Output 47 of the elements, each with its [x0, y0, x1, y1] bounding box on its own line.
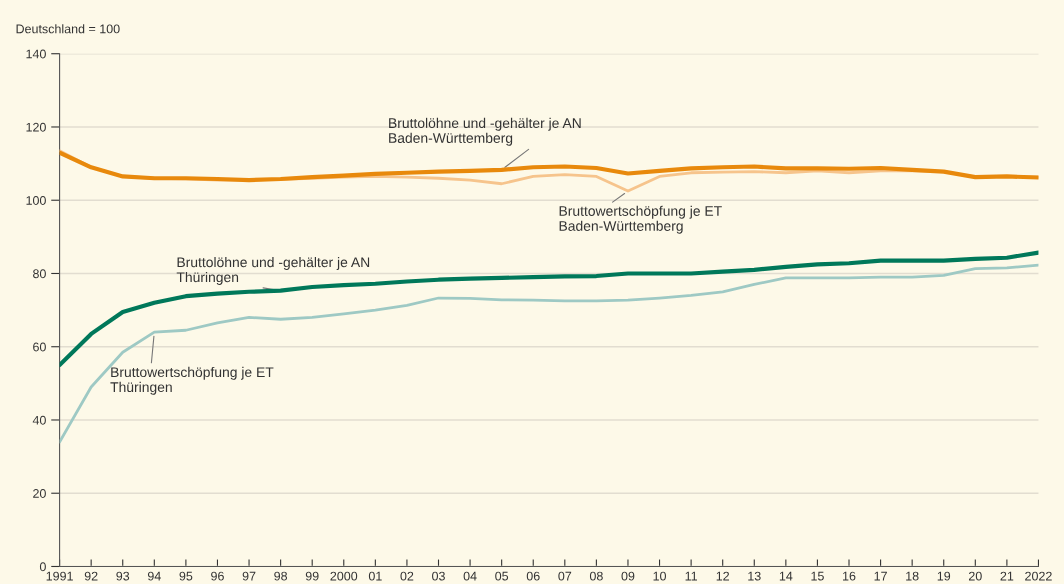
x-tick-label: 1991 — [46, 571, 73, 581]
text: Bruttowertschöpfung je ET Baden-Württemberg — [559, 205, 722, 234]
series-label: Bruttowertschöpfung je ET Thüringen — [110, 366, 274, 395]
y-tick-label: 100 — [26, 196, 46, 205]
x-tick-label: 94 — [147, 571, 161, 581]
y-tick-label: 60 — [33, 342, 46, 352]
line-series — [59, 150, 1039, 183]
x-tick-label: 08 — [589, 571, 603, 581]
series-label: Bruttolöhne und -gehälter je AN Thüringen — [176, 257, 370, 285]
y-tick-label: 80 — [33, 269, 46, 279]
x-tick-label: 21 — [1000, 571, 1014, 581]
x-tick-label: 12 — [716, 571, 730, 581]
y-tick-label: 40 — [32, 415, 46, 425]
x-tick-label: 01 — [368, 571, 382, 581]
x-tick-label: 95 — [179, 571, 193, 581]
x-tick-label: 10 — [653, 571, 667, 581]
y-tick-label: 0 — [39, 562, 46, 572]
x-tick-label: 09 — [621, 571, 635, 581]
y-tick-label: 20 — [33, 489, 46, 498]
y-tick-label: 140 — [26, 49, 46, 59]
x-tick-label: 05 — [495, 571, 509, 581]
x-tick-label: 14 — [779, 571, 793, 581]
x-tick-label: 06 — [526, 571, 540, 581]
x-tick-label: 15 — [811, 571, 824, 581]
x-tick-label: 07 — [558, 571, 572, 581]
x-tick-label: 98 — [274, 571, 288, 581]
x-tick-label: 02 — [400, 571, 414, 581]
x-tick-label: 92 — [84, 571, 98, 581]
x-tick-label: 18 — [906, 571, 919, 581]
x-tick-label: 17 — [874, 571, 887, 581]
x-tick-label: 03 — [432, 571, 445, 581]
x-tick-label: 04 — [463, 571, 477, 581]
x-tick-label: 20 — [968, 571, 982, 581]
x-tick-label: 16 — [843, 571, 856, 581]
y-tick-label: 120 — [26, 122, 46, 132]
x-tick-label: 96 — [211, 571, 224, 581]
x-tick-label: 19 — [937, 571, 951, 581]
x-tick-label: 2000 — [330, 571, 358, 581]
x-tick-label: 2022 — [1025, 571, 1052, 581]
x-tick-label: 11 — [685, 571, 697, 581]
series-label: Bruttolöhne und -gehälter je AN Baden-Württemberg — [389, 117, 581, 146]
y-axis-title: Deutschland = 100 — [16, 24, 120, 34]
x-tick-label: 97 — [242, 571, 256, 581]
x-tick-label: 93 — [116, 571, 130, 581]
x-tick-label: 13 — [748, 571, 761, 581]
x-tick-label: 99 — [305, 571, 319, 581]
line-series — [59, 250, 1039, 368]
